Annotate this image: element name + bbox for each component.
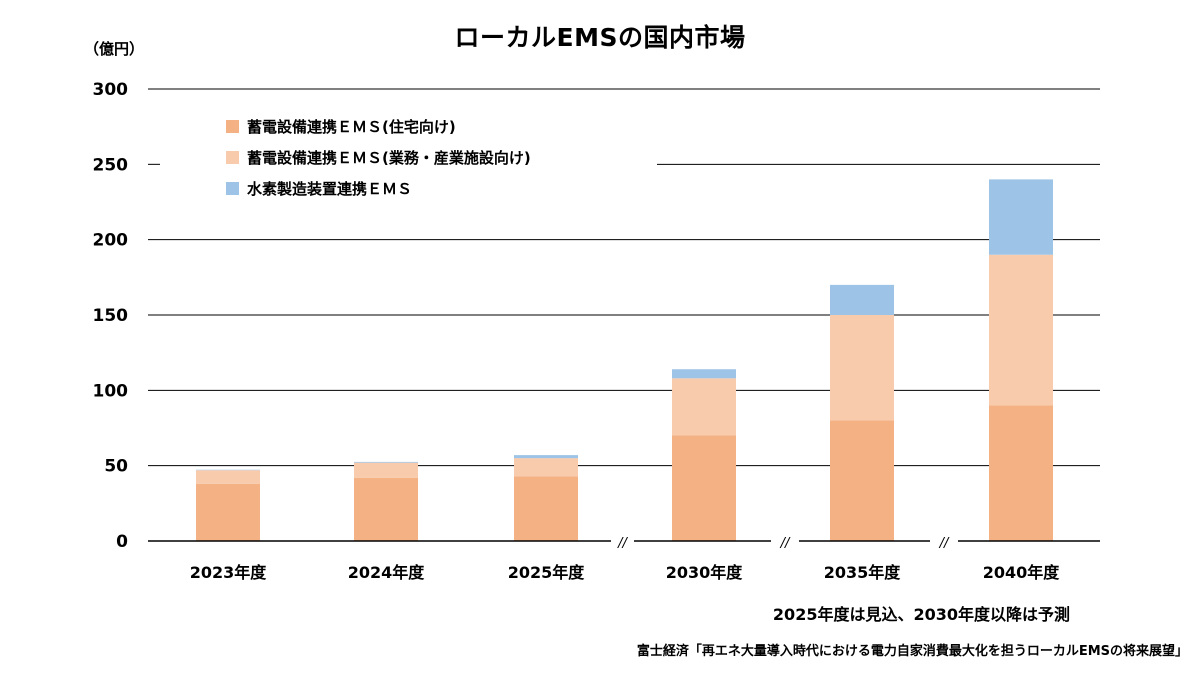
y-tick-label-50: 50 (104, 457, 128, 477)
legend-swatch-1 (226, 151, 239, 164)
bar-segment-4-0 (830, 420, 894, 541)
axis-break-mark-1: // (780, 536, 791, 551)
legend-label-0: 蓄電設備連携ＥＭＳ(住宅向け) (247, 118, 456, 136)
legend-swatch-0 (226, 120, 239, 133)
bar-segment-4-2 (830, 284, 894, 315)
x-tick-label-5: 2040年度 (983, 563, 1061, 582)
forecast-note: 2025年度は見込、2030年度以降は予測 (772, 605, 1070, 624)
y-tick-label-0: 0 (116, 532, 128, 552)
bar-segment-4-1 (830, 315, 894, 421)
y-tick-label-300: 300 (93, 80, 129, 100)
bar-segment-2-1 (514, 458, 578, 477)
bar-segment-1-2 (354, 461, 418, 463)
bar-segment-5-1 (989, 254, 1053, 406)
y-axis-unit-label: （億円） (84, 40, 145, 58)
bar-segment-1-1 (354, 462, 418, 478)
axis-break-mark-2: // (939, 536, 950, 551)
legend-label-2: 水素製造装置連携ＥＭＳ (247, 180, 412, 198)
bar-segment-5-0 (989, 405, 1053, 541)
chart-title: ローカルEMSの国内市場 (454, 23, 746, 52)
x-tick-label-1: 2024年度 (348, 563, 426, 582)
bar-segment-0-1 (196, 470, 260, 484)
x-tick-label-4: 2035年度 (824, 563, 902, 582)
bar-segment-5-2 (989, 179, 1053, 255)
y-tick-label-250: 250 (93, 155, 129, 175)
source-note: 富士経済「再エネ大量導入時代における電力自家消費最大化を担うローカルEMSの将来… (636, 644, 1188, 659)
x-tick-label-2: 2025年度 (508, 563, 586, 582)
axis-break-mark-0: // (617, 536, 628, 551)
y-tick-label-150: 150 (93, 306, 129, 326)
legend-label-1: 蓄電設備連携ＥＭＳ(業務・産業施設向け) (247, 149, 531, 167)
bar-segment-2-0 (514, 476, 578, 541)
x-tick-label-3: 2030年度 (666, 563, 744, 582)
bar-segment-2-2 (514, 455, 578, 459)
bar-segment-1-0 (354, 477, 418, 541)
x-tick-label-0: 2023年度 (190, 563, 268, 582)
bar-segment-0-0 (196, 483, 260, 541)
legend-swatch-2 (226, 182, 239, 195)
bar-segment-3-1 (672, 378, 736, 436)
y-tick-label-100: 100 (93, 381, 129, 401)
bar-segment-3-2 (672, 369, 736, 379)
y-tick-label-200: 200 (93, 231, 129, 251)
bar-segment-3-0 (672, 435, 736, 541)
